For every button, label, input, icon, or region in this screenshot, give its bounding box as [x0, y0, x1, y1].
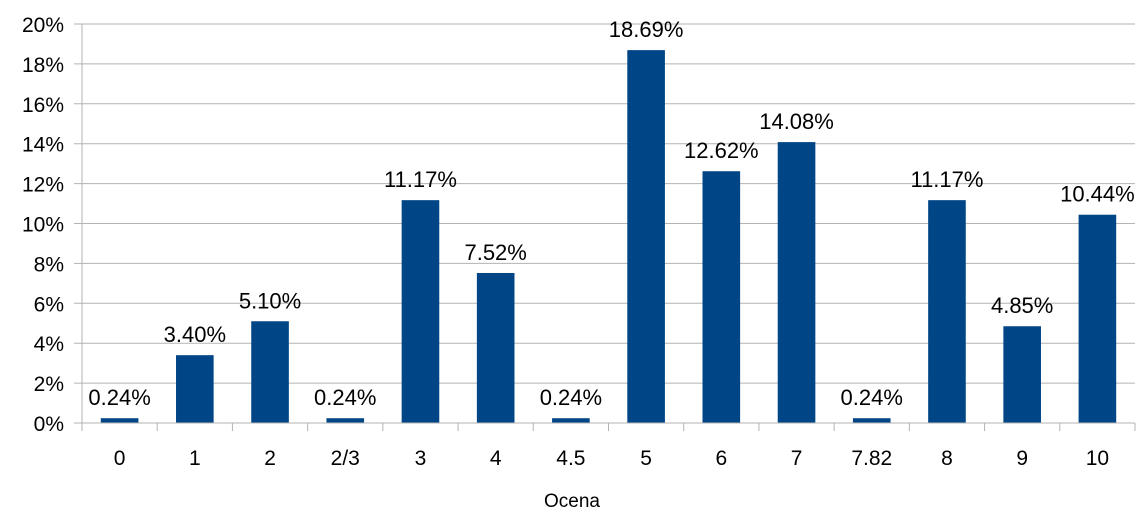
- bar: [928, 200, 966, 423]
- y-tick-label: 4%: [34, 333, 64, 356]
- bar: [1078, 214, 1117, 423]
- x-axis-title: Ocena: [544, 491, 600, 512]
- x-tick-label: 10: [1086, 447, 1109, 470]
- bar: [552, 418, 590, 423]
- data-label: 10.44%: [1060, 182, 1135, 207]
- x-tick-label: 7: [791, 447, 803, 470]
- bar: [627, 50, 665, 424]
- data-label: 12.62%: [684, 138, 759, 163]
- bar: [476, 272, 515, 423]
- data-label: 14.08%: [759, 109, 834, 134]
- data-label: 0.24%: [88, 385, 150, 410]
- bar: [1003, 326, 1041, 423]
- x-tick-label: 4: [490, 447, 502, 470]
- bar: [326, 418, 365, 423]
- x-tick-label: 8: [941, 447, 953, 470]
- bar: [852, 418, 891, 423]
- bar: [401, 200, 440, 423]
- bar: [777, 142, 816, 423]
- x-tick-label: 1: [189, 447, 201, 470]
- data-label: 5.10%: [239, 288, 301, 313]
- bar: [100, 418, 139, 423]
- data-label: 11.17%: [384, 167, 457, 192]
- x-tick-label: 7.82: [851, 447, 892, 470]
- x-tick-label: 6: [715, 447, 727, 470]
- data-label: 3.40%: [164, 322, 226, 347]
- bars: [100, 50, 1117, 424]
- x-tick-label: 2: [264, 447, 276, 470]
- data-label: 0.24%: [540, 385, 602, 410]
- data-label: 0.24%: [314, 385, 376, 410]
- y-tick-label: 16%: [22, 94, 64, 117]
- bar: [176, 355, 214, 423]
- y-tick-label: 6%: [34, 293, 64, 316]
- y-tick-label: 2%: [34, 373, 64, 396]
- y-tick-label: 0%: [34, 413, 64, 436]
- bar: [251, 321, 289, 423]
- x-tick-label: 0: [114, 447, 126, 470]
- y-tick-label: 18%: [22, 54, 64, 77]
- y-tick-label: 8%: [34, 253, 64, 276]
- y-tick-label: 12%: [22, 174, 64, 197]
- data-label: 4.85%: [991, 293, 1053, 318]
- data-label: 18.69%: [609, 17, 684, 42]
- gridlines: [74, 23, 1135, 424]
- y-tick-label: 10%: [22, 214, 64, 237]
- data-labels: 0.24% 3.40% 5.10% 0.24% 11.17% 7.52% 0.24% 18.6…: [88, 17, 1134, 410]
- data-label: 0.24%: [841, 385, 903, 410]
- x-tick-label: 5: [640, 447, 652, 470]
- data-label: 11.17%: [910, 167, 983, 192]
- bar: [702, 171, 741, 423]
- y-tick-label: 20%: [22, 14, 64, 37]
- y-tick-label: 14%: [22, 134, 64, 157]
- data-label: 7.52%: [464, 240, 526, 265]
- x-tick-label: 2/3: [331, 447, 360, 470]
- x-tick-label: 9: [1016, 447, 1028, 470]
- x-tick-label: 3: [415, 447, 427, 470]
- x-tick-label: 4.5: [556, 447, 585, 470]
- axes: 0% 2% 4% 6% 8% 10% 12% 14% 16% 18% 20% 0 1 2 2/3 3 4 4.5 5…: [22, 14, 1136, 470]
